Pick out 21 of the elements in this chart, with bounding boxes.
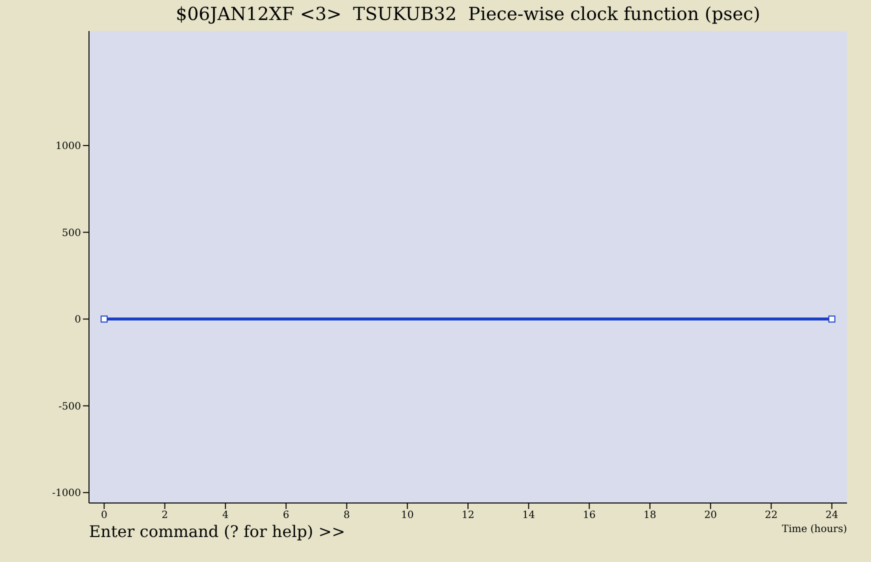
x-tick-label: 16 <box>582 510 596 522</box>
x-tick-label: 14 <box>522 510 536 522</box>
x-tick-label: 6 <box>282 510 290 522</box>
x-tick-label: 18 <box>644 510 656 522</box>
x-tick-label: 12 <box>462 510 474 522</box>
chart-title: $06JAN12XF <3> TSUKUB32 Piece-wise clock function (psec) <box>174 4 762 25</box>
y-tick-label: 0 <box>74 314 81 326</box>
y-tick-label: -500 <box>58 401 81 412</box>
y-tick-label: 500 <box>62 228 81 239</box>
x-axis-title: Time (hours) <box>782 524 848 536</box>
y-tick-label: -1000 <box>52 488 81 500</box>
x-tick-label: 8 <box>344 510 350 522</box>
x-tick-label: 10 <box>400 510 414 522</box>
x-tick-label: 20 <box>704 510 717 522</box>
x-tick-label: 24 <box>825 510 838 522</box>
y-tick-label: 1000 <box>56 141 81 152</box>
x-tick-label: 22 <box>764 510 778 522</box>
x-tick-label: 2 <box>162 510 168 522</box>
x-tick-label: 4 <box>222 510 229 522</box>
x-tick-label: 0 <box>100 510 108 522</box>
text: Enter command (? for help) >> <box>89 522 346 541</box>
